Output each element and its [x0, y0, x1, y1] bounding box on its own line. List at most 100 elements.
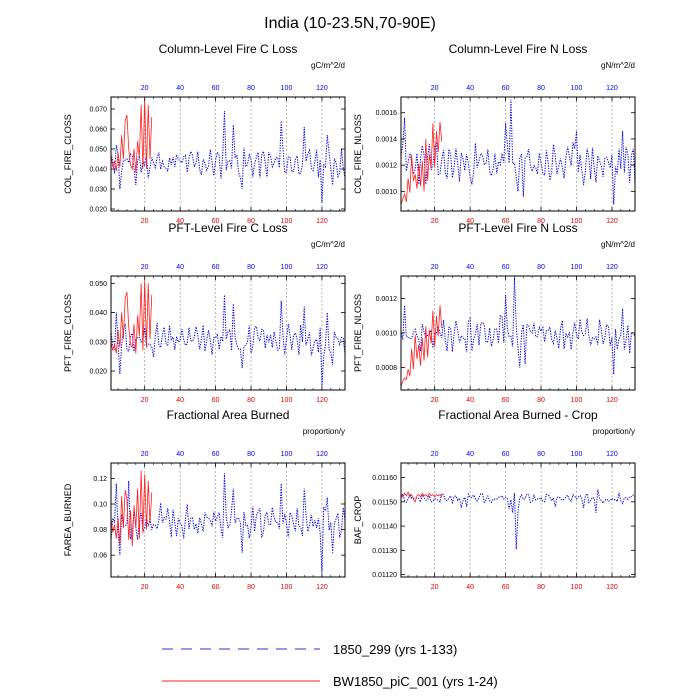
x-tick-label-bottom: 20: [141, 218, 149, 225]
plot-frame: [110, 275, 346, 391]
x-tick-label-top: 40: [176, 451, 184, 458]
y-tick-label: 0.050: [89, 281, 107, 288]
legend-label-bw1850: BW1850_piC_001 (yrs 1-24): [333, 674, 498, 689]
y-axis-label: BAF_CROP: [353, 496, 363, 545]
x-tick-label-top: 100: [571, 85, 583, 92]
units-label: gN/m^2/d: [601, 240, 635, 249]
x-tick-label-bottom: 40: [176, 397, 184, 404]
x-tick-label-bottom: 60: [212, 218, 220, 225]
x-tick-label-top: 80: [247, 451, 255, 458]
panel-title: Fractional Area Burned - Crop: [438, 408, 598, 422]
panel-title: PFT-Level Fire N Loss: [458, 221, 577, 235]
series-line-bw1850: [401, 121, 443, 205]
series-line-bw1850: [401, 305, 443, 387]
units-label: gC/m^2/d: [311, 240, 345, 249]
x-tick-label-bottom: 80: [247, 584, 255, 591]
series-line-1850-299: [111, 294, 345, 386]
x-tick-label-top: 120: [606, 85, 618, 92]
plot-frame: [400, 275, 636, 391]
y-tick-label: 0.0012: [376, 163, 398, 170]
x-tick-label-bottom: 60: [502, 584, 510, 591]
x-tick-label-top: 60: [502, 85, 510, 92]
series-line-1850-299: [401, 277, 635, 375]
panels-group: Column-Level Fire C Loss gC/m^2/d COL_FIRE…: [63, 42, 636, 591]
y-tick-label: 0.0012: [376, 296, 398, 303]
y-tick-label: 0.08: [93, 527, 107, 534]
series-line-bw1850: [111, 470, 153, 547]
panel-4: PFT-Level Fire N Loss gN/m^2/d PFT_FIRE_NL…: [353, 221, 636, 404]
y-tick-label: 0.020: [89, 369, 107, 376]
series-line-bw1850: [401, 491, 443, 503]
x-tick-label-top: 100: [281, 451, 293, 458]
x-tick-label-bottom: 120: [606, 584, 618, 591]
x-tick-label-bottom: 40: [466, 397, 474, 404]
x-tick-label-bottom: 120: [606, 218, 618, 225]
y-tick-label: 0.0016: [376, 110, 398, 117]
x-tick-label-bottom: 120: [316, 218, 328, 225]
x-tick-label-top: 120: [316, 451, 328, 458]
x-tick-label-bottom: 100: [571, 218, 583, 225]
series-line-bw1850: [111, 98, 153, 174]
x-tick-label-top: 120: [606, 451, 618, 458]
y-tick-label: 0.12: [93, 476, 107, 483]
x-tick-label-top: 40: [466, 264, 474, 271]
units-label: proportion/y: [593, 427, 635, 436]
x-tick-label-bottom: 80: [537, 218, 545, 225]
x-tick-label-top: 100: [281, 264, 293, 271]
y-tick-label: 0.020: [89, 207, 107, 214]
x-tick-label-top: 100: [281, 85, 293, 92]
x-tick-label-top: 40: [466, 451, 474, 458]
figure-title: India (10-23.5N,70-90E): [264, 15, 436, 32]
x-tick-label-top: 60: [502, 264, 510, 271]
legend-label-1850-299: 1850_299 (yrs 1-133): [333, 642, 457, 657]
x-tick-label-bottom: 20: [141, 584, 149, 591]
x-tick-label-top: 20: [141, 264, 149, 271]
y-tick-label: 0.040: [89, 310, 107, 317]
series-line-1850-299: [111, 110, 345, 204]
x-tick-label-bottom: 40: [466, 584, 474, 591]
x-tick-label-bottom: 100: [281, 397, 293, 404]
y-tick-label: 0.0010: [376, 189, 398, 196]
x-tick-label-bottom: 120: [606, 397, 618, 404]
y-tick-label: 0.0008: [376, 365, 398, 372]
y-tick-label: 0.060: [89, 127, 107, 134]
x-tick-label-top: 20: [431, 264, 439, 271]
x-tick-label-bottom: 40: [466, 218, 474, 225]
x-tick-label-top: 100: [571, 264, 583, 271]
x-tick-label-bottom: 20: [431, 584, 439, 591]
x-tick-label-top: 80: [537, 451, 545, 458]
x-tick-label-bottom: 80: [247, 397, 255, 404]
series-line-bw1850: [111, 280, 153, 354]
panel-title: Column-Level Fire N Loss: [449, 42, 588, 56]
x-tick-label-bottom: 60: [502, 397, 510, 404]
x-tick-label-top: 120: [606, 264, 618, 271]
x-tick-label-bottom: 20: [431, 397, 439, 404]
x-tick-label-top: 40: [176, 85, 184, 92]
x-tick-label-bottom: 100: [571, 584, 583, 591]
units-label: proportion/y: [303, 427, 345, 436]
y-tick-label: 0.070: [89, 107, 107, 114]
y-axis-label: COL_FIRE_NLOSS: [353, 114, 363, 194]
y-tick-label: 0.01150: [372, 499, 397, 506]
panel-title: Column-Level Fire C Loss: [159, 42, 298, 56]
x-tick-label-bottom: 40: [176, 584, 184, 591]
panel-5: Fractional Area Burned proportion/y FAREA_…: [63, 408, 346, 591]
x-tick-label-bottom: 60: [212, 397, 220, 404]
panel-title: PFT-Level Fire C Loss: [168, 221, 287, 235]
units-label: gC/m^2/d: [311, 61, 345, 70]
y-tick-label: 0.01160: [372, 475, 397, 482]
y-tick-label: 0.030: [89, 187, 107, 194]
x-tick-label-top: 60: [212, 264, 220, 271]
x-tick-label-top: 80: [537, 264, 545, 271]
x-tick-label-top: 40: [176, 264, 184, 271]
x-tick-label-bottom: 100: [281, 584, 293, 591]
x-tick-label-top: 20: [431, 451, 439, 458]
x-tick-label-top: 60: [212, 451, 220, 458]
x-tick-label-bottom: 20: [431, 218, 439, 225]
panel-6: Fractional Area Burned - Crop proportion/…: [353, 408, 636, 591]
legend: 1850_299 (yrs 1-133) BW1850_piC_001 (yrs…: [162, 642, 498, 689]
y-axis-label: PFT_FIRE_CLOSS: [63, 294, 73, 372]
x-tick-label-bottom: 60: [212, 584, 220, 591]
panel-title: Fractional Area Burned: [167, 408, 290, 422]
x-tick-label-top: 20: [141, 451, 149, 458]
